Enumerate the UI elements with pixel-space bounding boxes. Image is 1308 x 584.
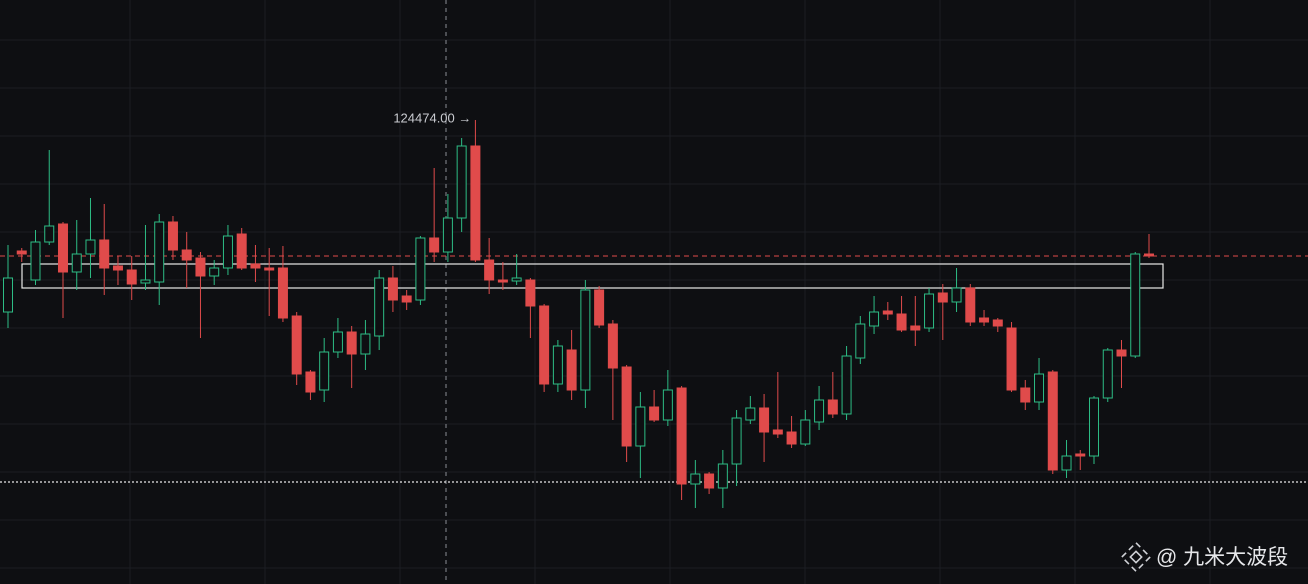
candles: 124474.00 →	[0, 110, 1308, 508]
candle-body	[319, 351, 330, 391]
candle-body	[99, 239, 110, 269]
candle-body	[57, 223, 68, 273]
candle-body	[126, 269, 137, 285]
watermark-text: @ 九米大波段	[1156, 546, 1288, 569]
candle-body	[112, 265, 123, 271]
candle-body	[1116, 349, 1127, 357]
candle-body	[951, 287, 962, 303]
candle-body	[264, 267, 275, 271]
candle-body	[855, 323, 866, 359]
candle-body	[662, 389, 673, 421]
candle-body	[827, 399, 838, 415]
candle-body	[222, 235, 233, 269]
candle-body	[181, 249, 192, 261]
candle-body	[896, 313, 907, 331]
candle-body	[882, 310, 893, 315]
watermark: @ 九米大波段	[1120, 541, 1288, 573]
candle-body	[470, 145, 481, 261]
candle-body	[690, 473, 701, 485]
candle-body	[484, 259, 495, 281]
candle-body	[814, 399, 825, 423]
candle-body	[525, 279, 536, 307]
candle-body	[401, 295, 412, 303]
candle-body	[539, 305, 550, 385]
candle-body	[140, 279, 151, 284]
candle-body	[167, 221, 178, 251]
candle-body	[1006, 327, 1017, 391]
candle-body	[992, 319, 1003, 327]
candle-body	[332, 331, 343, 353]
candle-body	[1144, 253, 1154, 257]
candle-body	[291, 315, 302, 375]
candle-body	[44, 225, 55, 243]
candle-body	[979, 317, 990, 323]
candle-body	[250, 263, 261, 269]
candle-body	[415, 237, 426, 301]
candle-body	[374, 277, 385, 337]
candle-body	[745, 407, 756, 421]
candle-body	[772, 429, 783, 435]
candle-body	[1102, 349, 1113, 399]
candle-body	[759, 407, 770, 433]
candle-body	[649, 406, 660, 421]
candle-body	[236, 233, 247, 269]
candle-body	[1061, 455, 1072, 471]
candle-body	[1089, 397, 1100, 457]
candle-body	[704, 473, 715, 489]
candle-body	[154, 221, 165, 283]
candle-body	[607, 323, 618, 369]
candle-body	[676, 387, 687, 485]
candle-body	[580, 289, 591, 391]
candle-body	[1130, 253, 1141, 357]
candle-body	[841, 355, 852, 415]
candle-body	[1047, 371, 1058, 471]
candle-body	[910, 325, 921, 331]
candle-body	[305, 371, 316, 393]
candle-body	[1034, 373, 1045, 403]
candle-body	[965, 287, 976, 323]
candle-body	[85, 239, 96, 255]
candle-body	[497, 279, 508, 283]
candle-body	[511, 277, 522, 282]
candle-body	[277, 267, 288, 319]
candle-body	[387, 277, 398, 301]
price-zone	[21, 263, 1164, 289]
candle-body	[786, 431, 797, 445]
candle-body	[3, 277, 13, 313]
candle-body	[30, 241, 41, 281]
candle-body	[429, 237, 440, 253]
candle-body	[16, 250, 27, 255]
candle-body	[552, 345, 563, 385]
candle-body	[360, 333, 371, 355]
candle-body	[1020, 387, 1031, 403]
candle-body	[717, 463, 728, 489]
candle-body	[71, 253, 82, 273]
candle-body	[800, 419, 811, 445]
candle-body	[869, 311, 880, 327]
candle-body	[209, 267, 220, 277]
watermark-icon	[1120, 541, 1152, 573]
candle-body	[731, 417, 742, 465]
candle-body	[566, 349, 577, 391]
candle-body	[346, 331, 357, 355]
candle-body	[635, 406, 646, 447]
candle-body	[442, 217, 453, 253]
candle-body	[594, 289, 605, 326]
candle-body	[937, 292, 948, 303]
candle-body	[621, 366, 632, 447]
high-annotation: 124474.00 →	[393, 110, 471, 125]
candle-body	[195, 257, 206, 277]
candle-body	[924, 293, 935, 329]
candle-body	[1075, 453, 1086, 457]
candle-body	[456, 145, 467, 219]
